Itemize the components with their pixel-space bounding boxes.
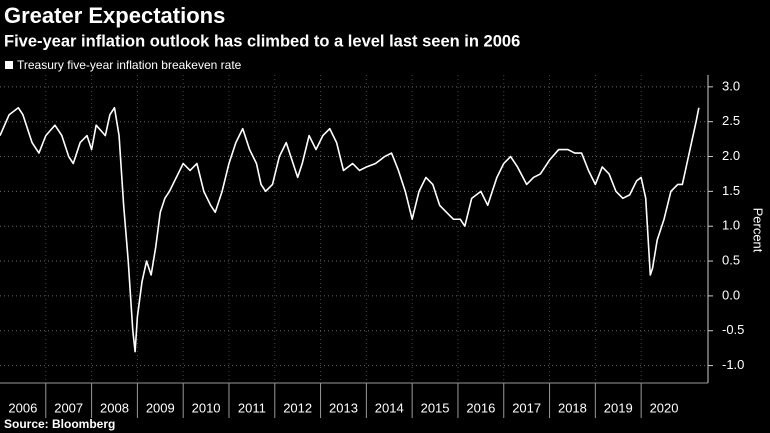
x-tick-label: 2006 (8, 400, 37, 415)
chart-title: Greater Expectations (4, 3, 225, 28)
data-line (0, 106, 700, 353)
x-tick-label: 2019 (604, 400, 633, 415)
x-tick-label: 2011 (238, 400, 266, 415)
y-tick-label: 0.0 (722, 287, 740, 302)
x-tick-label: 2010 (192, 400, 221, 415)
y-tick-label: -0.5 (722, 322, 744, 337)
x-tick-label: 2016 (466, 400, 495, 415)
x-tick-label: 2020 (650, 400, 679, 415)
x-tick-label: 2013 (329, 400, 358, 415)
y-tick-label: 0.5 (722, 252, 740, 267)
y-tick-label: 1.5 (722, 183, 740, 198)
y-tick-label: 2.5 (722, 113, 740, 128)
x-tick-label: 2008 (100, 400, 129, 415)
x-tick-label: 2015 (421, 400, 450, 415)
y-tick-label: -1.0 (722, 357, 744, 372)
x-tick-label: 2007 (54, 400, 83, 415)
legend-swatch (5, 61, 13, 69)
x-tick-label: 2009 (146, 400, 175, 415)
x-tick-label: 2014 (375, 400, 404, 415)
x-tick-label: 2017 (512, 400, 541, 415)
x-tick-label: 2012 (283, 400, 312, 415)
legend-label: Treasury five-year inflation breakeven r… (17, 58, 242, 72)
x-tick-label: 2018 (558, 400, 587, 415)
chart-subtitle: Five-year inflation outlook has climbed … (4, 32, 520, 50)
source: Source: Bloomberg (4, 417, 115, 431)
y-axis-label: Percent (751, 208, 766, 253)
y-tick-label: 3.0 (722, 78, 740, 93)
y-tick-label: 1.0 (722, 218, 740, 233)
y-tick-label: 2.0 (722, 148, 740, 163)
